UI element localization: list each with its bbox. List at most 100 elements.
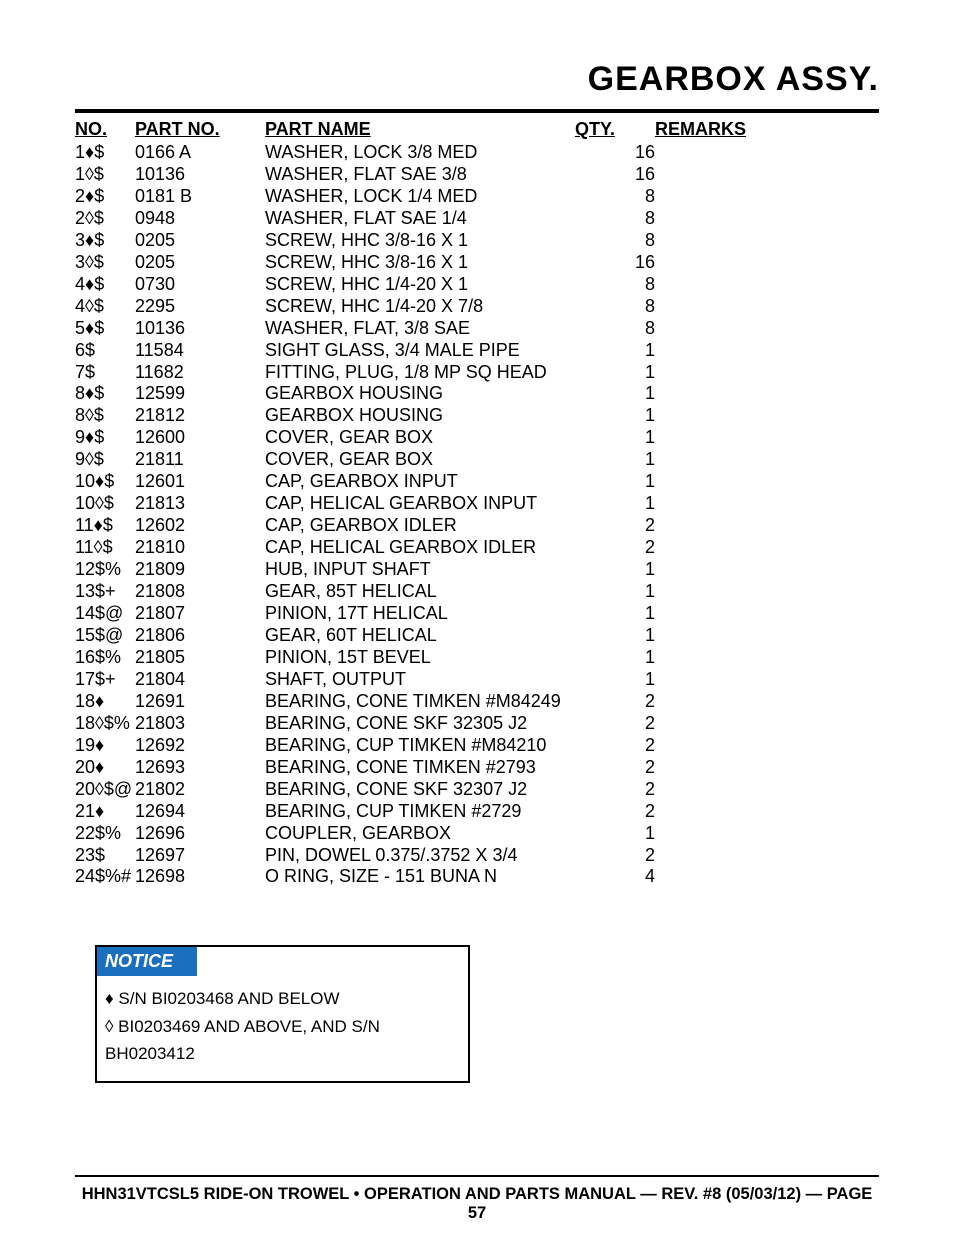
cell-name: BEARING, CONE TIMKEN #2793 xyxy=(265,757,575,779)
cell-rem xyxy=(655,866,879,888)
cell-qty: 1 xyxy=(575,823,655,845)
table-header-row: NO. PART NO. PART NAME QTY. REMARKS xyxy=(75,119,879,142)
cell-partno: 12599 xyxy=(135,383,265,405)
cell-no: 14$@ xyxy=(75,603,135,625)
table-row: 4◊$2295SCREW, HHC 1/4-20 X 7/88 xyxy=(75,296,879,318)
cell-no: 12$% xyxy=(75,559,135,581)
cell-name: GEAR, 85T HELICAL xyxy=(265,581,575,603)
table-row: 16$%21805PINION, 15T BEVEL1 xyxy=(75,647,879,669)
cell-qty: 1 xyxy=(575,669,655,691)
top-rule xyxy=(75,109,879,113)
cell-name: COVER, GEAR BOX xyxy=(265,449,575,471)
cell-rem xyxy=(655,757,879,779)
cell-name: PINION, 17T HELICAL xyxy=(265,603,575,625)
cell-rem xyxy=(655,186,879,208)
cell-partno: 12697 xyxy=(135,845,265,867)
cell-qty: 8 xyxy=(575,186,655,208)
cell-qty: 1 xyxy=(575,603,655,625)
cell-qty: 1 xyxy=(575,383,655,405)
cell-no: 11◊$ xyxy=(75,537,135,559)
notice-text-2: BI0203469 AND ABOVE, AND S/N BH0203412 xyxy=(105,1017,380,1062)
cell-qty: 2 xyxy=(575,537,655,559)
cell-name: PIN, DOWEL 0.375/.3752 X 3/4 xyxy=(265,845,575,867)
table-row: 14$@21807PINION, 17T HELICAL1 xyxy=(75,603,879,625)
cell-name: BEARING, CONE SKF 32307 J2 xyxy=(265,779,575,801)
cell-partno: 21803 xyxy=(135,713,265,735)
cell-name: CAP, HELICAL GEARBOX INPUT xyxy=(265,493,575,515)
cell-qty: 2 xyxy=(575,845,655,867)
cell-qty: 1 xyxy=(575,427,655,449)
cell-name: SCREW, HHC 3/8-16 X 1 xyxy=(265,230,575,252)
cell-qty: 16 xyxy=(575,142,655,164)
cell-no: 9◊$ xyxy=(75,449,135,471)
cell-no: 7$ xyxy=(75,362,135,384)
cell-no: 4◊$ xyxy=(75,296,135,318)
cell-qty: 2 xyxy=(575,779,655,801)
diamond-outline-icon: ◊ xyxy=(105,1017,113,1036)
cell-partno: 21811 xyxy=(135,449,265,471)
cell-qty: 1 xyxy=(575,559,655,581)
cell-qty: 2 xyxy=(575,515,655,537)
page-footer: HHN31VTCSL5 RIDE-ON TROWEL • OPERATION A… xyxy=(75,1175,879,1223)
cell-rem xyxy=(655,537,879,559)
table-row: 10◊$21813CAP, HELICAL GEARBOX INPUT1 xyxy=(75,493,879,515)
cell-rem xyxy=(655,449,879,471)
cell-rem xyxy=(655,493,879,515)
cell-qty: 1 xyxy=(575,471,655,493)
cell-qty: 1 xyxy=(575,625,655,647)
cell-rem xyxy=(655,669,879,691)
table-row: 23$12697PIN, DOWEL 0.375/.3752 X 3/42 xyxy=(75,845,879,867)
cell-qty: 1 xyxy=(575,340,655,362)
table-row: 24$%#12698O RING, SIZE - 151 BUNA N4 xyxy=(75,866,879,888)
table-row: 8◊$21812GEARBOX HOUSING1 xyxy=(75,405,879,427)
cell-rem xyxy=(655,164,879,186)
cell-rem xyxy=(655,647,879,669)
cell-qty: 2 xyxy=(575,735,655,757)
cell-rem xyxy=(655,801,879,823)
cell-no: 22$% xyxy=(75,823,135,845)
cell-name: PINION, 15T BEVEL xyxy=(265,647,575,669)
cell-rem xyxy=(655,296,879,318)
notice-line-2: ◊ BI0203469 AND ABOVE, AND S/N BH0203412 xyxy=(105,1014,460,1067)
cell-no: 3◊$ xyxy=(75,252,135,274)
cell-no: 8◊$ xyxy=(75,405,135,427)
cell-rem xyxy=(655,362,879,384)
table-row: 12$%21809HUB, INPUT SHAFT1 xyxy=(75,559,879,581)
cell-rem xyxy=(655,625,879,647)
cell-partno: 21809 xyxy=(135,559,265,581)
cell-no: 24$%# xyxy=(75,866,135,888)
cell-partno: 12692 xyxy=(135,735,265,757)
cell-no: 18◊$% xyxy=(75,713,135,735)
cell-partno: 12602 xyxy=(135,515,265,537)
cell-partno: 12693 xyxy=(135,757,265,779)
cell-partno: 21810 xyxy=(135,537,265,559)
cell-qty: 2 xyxy=(575,691,655,713)
cell-partno: 11682 xyxy=(135,362,265,384)
cell-rem xyxy=(655,713,879,735)
cell-qty: 8 xyxy=(575,208,655,230)
cell-no: 20◊$@ xyxy=(75,779,135,801)
cell-name: WASHER, LOCK 3/8 MED xyxy=(265,142,575,164)
table-row: 22$%12696COUPLER, GEARBOX1 xyxy=(75,823,879,845)
cell-rem xyxy=(655,340,879,362)
cell-name: SCREW, HHC 3/8-16 X 1 xyxy=(265,252,575,274)
table-row: 11◊$21810CAP, HELICAL GEARBOX IDLER2 xyxy=(75,537,879,559)
cell-rem xyxy=(655,735,879,757)
cell-rem xyxy=(655,845,879,867)
cell-partno: 12696 xyxy=(135,823,265,845)
table-row: 3♦$0205SCREW, HHC 3/8-16 X 18 xyxy=(75,230,879,252)
cell-no: 21♦ xyxy=(75,801,135,823)
table-row: 9◊$21811COVER, GEAR BOX1 xyxy=(75,449,879,471)
cell-partno: 10136 xyxy=(135,318,265,340)
cell-partno: 21802 xyxy=(135,779,265,801)
notice-header: NOTICE xyxy=(97,947,197,976)
cell-rem xyxy=(655,515,879,537)
cell-name: WASHER, LOCK 1/4 MED xyxy=(265,186,575,208)
cell-no: 17$+ xyxy=(75,669,135,691)
cell-qty: 2 xyxy=(575,713,655,735)
cell-no: 15$@ xyxy=(75,625,135,647)
cell-qty: 1 xyxy=(575,405,655,427)
table-row: 13$+21808GEAR, 85T HELICAL1 xyxy=(75,581,879,603)
cell-no: 8♦$ xyxy=(75,383,135,405)
cell-name: HUB, INPUT SHAFT xyxy=(265,559,575,581)
